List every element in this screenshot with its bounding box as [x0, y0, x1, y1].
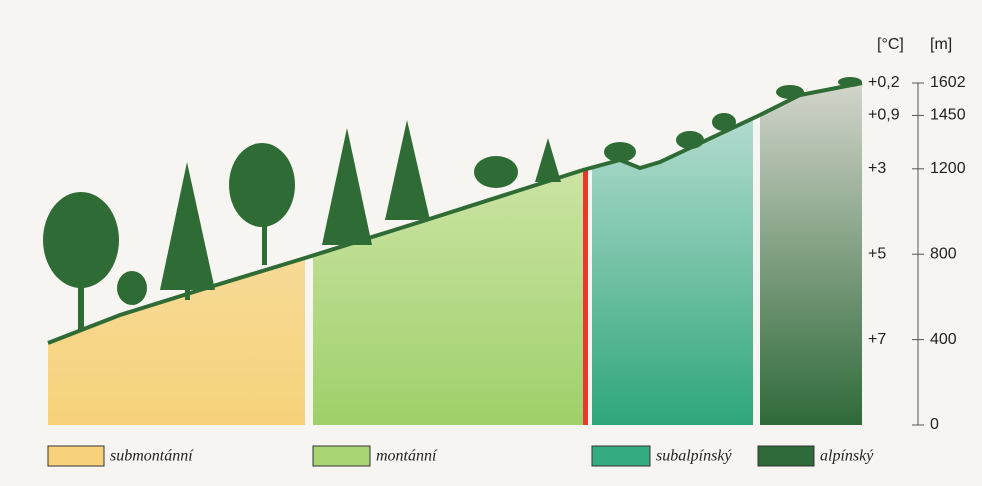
altitude-label: 1200	[930, 160, 966, 177]
legend-label: submontánní	[110, 448, 194, 465]
altitude-label: 400	[930, 331, 957, 348]
temperature-label: +7	[868, 331, 886, 348]
legend-label: montánní	[376, 448, 438, 465]
temperature-label: +3	[868, 160, 886, 177]
legend-swatch	[592, 446, 650, 466]
diagram: [°C] [m] submontánní montánní subalpínsk…	[0, 0, 982, 486]
temperature-label: +0,9	[868, 107, 900, 124]
zone-alpine	[760, 80, 862, 425]
temperature-label: +0,2	[868, 74, 900, 91]
legend-swatch	[758, 446, 814, 466]
altitude-header: [m]	[930, 36, 952, 53]
altitude-label: 800	[930, 245, 957, 262]
legend-swatch	[48, 446, 104, 466]
altitude-label: 0	[930, 416, 939, 433]
temperature-header: [°C]	[877, 36, 904, 53]
legend-swatch	[313, 446, 370, 466]
legend-label: subalpínský	[656, 448, 732, 465]
temperature-label: +5	[868, 245, 886, 262]
altitude-label: 1450	[930, 107, 966, 124]
altitude-label: 1602	[930, 74, 966, 91]
legend-label: alpínský	[820, 448, 874, 465]
